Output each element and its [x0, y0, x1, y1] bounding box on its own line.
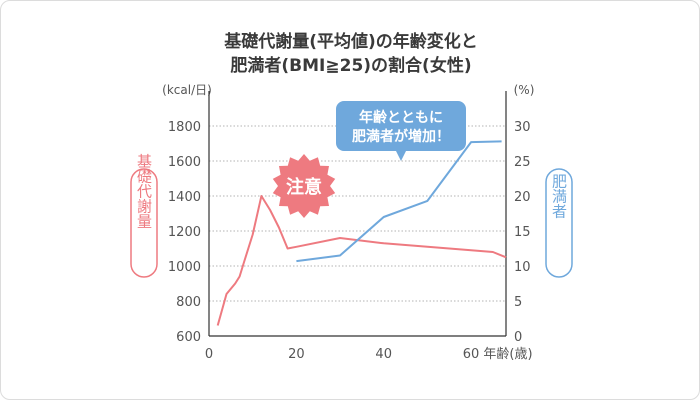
left-tick-label: 1200: [168, 225, 201, 240]
x-tick-label: 0: [205, 347, 213, 362]
chart-title-line-1: 基礎代謝量(平均値)の年齢変化と: [223, 31, 478, 52]
left-axis-unit: (kcal/日): [162, 83, 212, 97]
left-tick-label: 1000: [168, 260, 201, 275]
x-tick-label: 20: [288, 347, 305, 362]
callout-bubble: [336, 101, 466, 151]
series-lines: [216, 140, 507, 326]
x-tick-label: 40: [375, 347, 392, 362]
right-axis-label-pill: [545, 168, 573, 278]
left-tick-label: 1800: [168, 120, 201, 135]
caution-badge-shape: [272, 154, 336, 218]
right-axis-unit: (%): [514, 83, 535, 97]
right-tick-label: 10: [514, 260, 531, 275]
x-axis-label: 年齢(歳): [483, 347, 532, 362]
chart-title-line-2: 肥満者(BMI≧25)の割合(女性): [230, 55, 471, 76]
callout-line-2: 肥満者が増加！: [352, 128, 450, 145]
right-tick-label: 15: [514, 225, 531, 240]
x-tick-label: 60: [463, 347, 480, 362]
tick-labels: 600 800 1000 1200 1400 1600 1800 0 5 10 15 20 25 30 0 2…: [168, 120, 533, 362]
right-tick-label: 30: [514, 120, 531, 135]
left-axis-label-pill: [130, 168, 158, 278]
right-axis-label: 肥満者: [550, 174, 568, 219]
axes: [208, 91, 507, 337]
caution-badge-text: 注意: [286, 176, 322, 198]
callout-pointer: [396, 151, 406, 161]
right-tick-label: 25: [514, 155, 531, 170]
right-tick-label: 0: [514, 330, 522, 345]
left-axis-label: 基礎代謝量: [135, 154, 153, 229]
caution-badge: 注意: [272, 154, 336, 218]
callout: 年齢とともに 肥満者が増加！: [336, 101, 466, 161]
callout-line-1: 年齢とともに: [359, 109, 443, 126]
metabolism-line: [216, 195, 507, 326]
right-tick-label: 20: [514, 190, 531, 205]
left-tick-label: 800: [176, 295, 201, 310]
right-tick-label: 5: [514, 295, 522, 310]
left-tick-label: 1400: [168, 190, 201, 205]
left-tick-label: 1600: [168, 155, 201, 170]
obesity-line: [296, 140, 502, 263]
left-tick-label: 600: [176, 330, 201, 345]
